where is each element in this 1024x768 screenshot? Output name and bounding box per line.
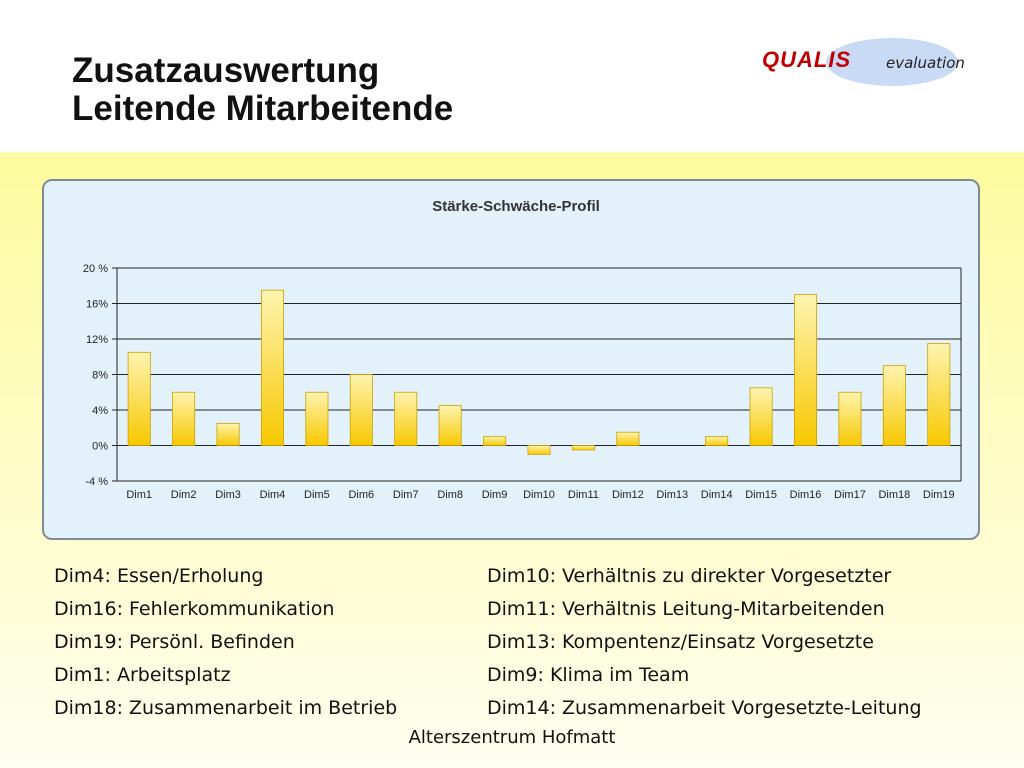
x-tick-label: Dim11 (568, 489, 599, 501)
bar-dim6 (349, 374, 373, 446)
page-title: Zusatzauswertung Leitende Mitarbeitende (72, 52, 453, 128)
legend-item: Dim11: Verhältnis Leitung-Mitarbeitenden (487, 598, 885, 620)
y-tick-label: 16% (86, 299, 108, 311)
footer-text: Alterszentrum Hofmatt (408, 727, 616, 748)
logo-brand: QUALIS (762, 47, 852, 72)
bar-dim1 (127, 351, 151, 446)
x-tick-label: Dim7 (393, 489, 419, 501)
x-tick-label: Dim6 (348, 489, 374, 501)
logo-suffix: evaluation (886, 54, 965, 72)
bar-dim5 (305, 391, 329, 446)
x-tick-label: Dim18 (878, 489, 910, 501)
x-tick-label: Dim2 (171, 489, 197, 501)
logo-ellipse (826, 38, 958, 86)
legend-item: Dim4: Essen/Erholung (54, 565, 264, 587)
bar-dim10 (527, 445, 551, 455)
x-tick-label: Dim12 (612, 489, 644, 501)
x-tick-label: Dim13 (656, 489, 688, 501)
legend-left-list: Dim4: Essen/Erholung Dim16: Fehlerkommun… (54, 560, 397, 725)
chart-title: Stärke-Schwäche-Profil (432, 198, 600, 215)
y-tick-label: 4% (92, 405, 108, 417)
x-tick-label: Dim3 (215, 489, 241, 501)
legend-item: Dim10: Verhältnis zu direkter Vorgesetzt… (487, 565, 892, 587)
bar-dim8 (438, 405, 462, 446)
y-tick-label: 20 % (83, 263, 108, 275)
bar-chart: Stärke-Schwäche-Profil -4 % 0% 4% 8% 12% 16% 2… (83, 198, 962, 501)
title-line-1: Zusatzauswertung (72, 51, 380, 90)
legend-item: Dim18: Zusammenarbeit im Betrieb (54, 697, 398, 719)
x-tick-label: Dim16 (790, 489, 822, 501)
title-line-2: Leitende Mitarbeitende (72, 89, 454, 128)
legend-item: Dim9: Klima im Team (487, 664, 690, 686)
bar-dim9 (483, 436, 507, 446)
legend-item: Dim16: Fehlerkommunikation (54, 598, 335, 620)
bar-dim15 (749, 387, 773, 446)
bar-dim4 (260, 289, 284, 446)
bar-dim7 (394, 391, 418, 446)
bar-dim11 (571, 445, 595, 451)
bar-dim12 (616, 431, 640, 446)
legend-item: Dim1: Arbeitsplatz (54, 664, 231, 686)
x-tick-label: Dim15 (745, 489, 777, 501)
bar-dim19 (927, 343, 951, 446)
y-tick-label: 12% (86, 334, 108, 346)
x-tick-label: Dim10 (523, 489, 555, 501)
x-tick-label: Dim8 (437, 489, 463, 501)
y-tick-label: 8% (92, 370, 108, 382)
bar-dim3 (216, 422, 240, 446)
chart-panel: Stärke-Schwäche-Profil -4 % 0% 4% 8% 12% 16% 2… (42, 179, 980, 540)
legend-item: Dim14: Zusammenarbeit Vorgesetzte-Leitun… (487, 697, 922, 719)
x-tick-label: Dim17 (834, 489, 866, 501)
bar-dim2 (172, 391, 196, 446)
bar-dim18 (882, 365, 906, 446)
x-tick-label: Dim19 (923, 489, 955, 501)
legend-item: Dim13: Kompentenz/Einsatz Vorgesetzte (487, 631, 874, 653)
y-tick-label: 0% (92, 441, 108, 453)
x-tick-label: Dim9 (482, 489, 508, 501)
x-tick-label: Dim14 (701, 489, 733, 501)
x-tick-label: Dim4 (260, 489, 286, 501)
qualis-logo: QUALIS evaluation (756, 38, 988, 88)
x-tick-label: Dim1 (126, 489, 152, 501)
bar-dim16 (794, 294, 818, 446)
bar-dim17 (838, 391, 862, 446)
x-tick-label: Dim5 (304, 489, 330, 501)
legend-item: Dim19: Persönl. Befinden (54, 631, 295, 653)
legend-right-list: Dim10: Verhältnis zu direkter Vorgesetzt… (487, 560, 922, 725)
bar-dim14 (705, 436, 729, 446)
y-tick-label: -4 % (85, 476, 108, 488)
